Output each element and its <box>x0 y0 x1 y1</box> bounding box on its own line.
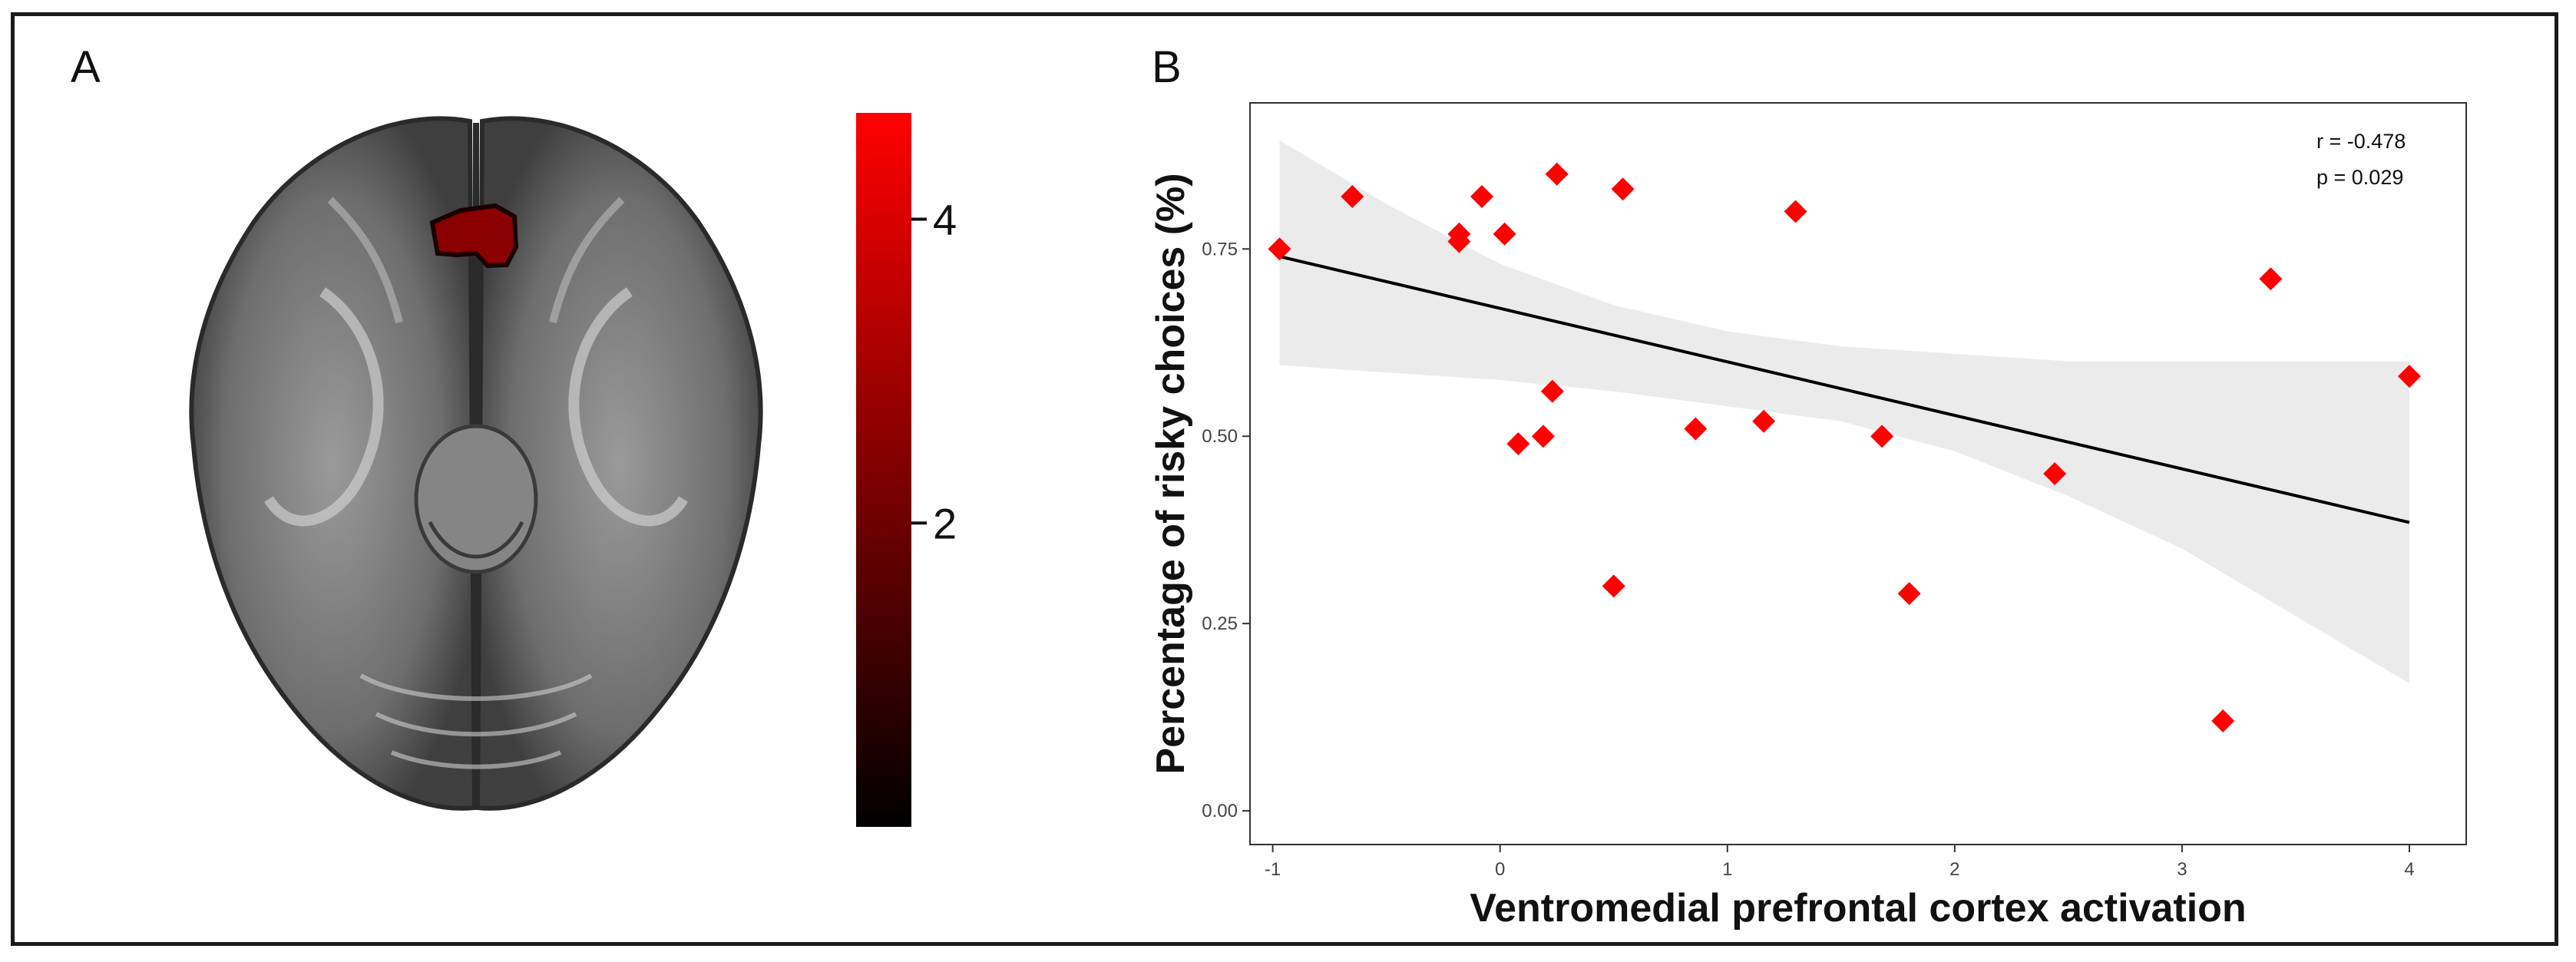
x-tick-label: 1 <box>1722 859 1732 880</box>
data-point <box>1531 425 1555 448</box>
y-axis-label: Percentage of risky choices (%) <box>1149 173 1193 774</box>
data-point <box>1752 409 1776 433</box>
y-tick-label: 0.00 <box>1202 801 1238 822</box>
data-point <box>1341 184 1364 208</box>
data-point <box>2259 267 2283 291</box>
data-point <box>1506 431 1530 455</box>
x-tick-label: -1 <box>1265 859 1281 880</box>
data-point <box>1268 237 1291 261</box>
data-point <box>1897 582 1921 606</box>
colorbar-ticks: 42 <box>911 196 957 547</box>
brain-slice-image <box>189 116 763 811</box>
data-point <box>2043 462 2067 485</box>
data-point <box>1611 177 1635 201</box>
annotation-p: p = 0.029 <box>2316 166 2403 189</box>
x-axis-ticks: -1 0 1 2 3 4 <box>1265 845 2415 880</box>
brain-panel: 42 <box>189 113 957 827</box>
colorbar <box>856 113 911 827</box>
y-tick-label: 0.25 <box>1202 613 1238 634</box>
confidence-band <box>1279 140 2409 684</box>
panel-b-label: B <box>1152 42 1182 92</box>
data-point <box>1447 230 1471 253</box>
data-point <box>1784 200 1807 223</box>
scatter-chart: -1 0 1 2 3 4 0.00 0.25 0.50 0.75 r = -0.478 p = … <box>1149 102 2467 931</box>
colorbar-tick-label: 4 <box>933 196 957 244</box>
colorbar-tick-label: 2 <box>933 499 957 547</box>
data-point <box>2397 365 2421 388</box>
y-tick-label: 0.75 <box>1202 239 1238 260</box>
data-point <box>1870 425 1894 448</box>
x-tick-label: 2 <box>1949 859 1959 880</box>
x-tick-label: 0 <box>1495 859 1505 880</box>
data-point <box>1540 379 1564 403</box>
data-point <box>1493 222 1516 246</box>
y-axis-ticks: 0.00 0.25 0.50 0.75 <box>1202 239 1250 822</box>
x-axis-label: Ventromedial prefrontal cortex activatio… <box>1470 886 2246 931</box>
activation-cluster <box>429 203 519 269</box>
figure-frame <box>11 12 2558 946</box>
y-tick-label: 0.50 <box>1202 426 1238 447</box>
data-point <box>1684 417 1708 441</box>
x-tick-label: 3 <box>2177 859 2187 880</box>
data-point <box>1470 184 1493 208</box>
annotation-r: r = -0.478 <box>2316 130 2406 153</box>
data-point <box>1602 574 1625 598</box>
regression-line <box>1279 255 2410 524</box>
data-points <box>1268 162 2421 732</box>
data-point <box>1545 162 1569 186</box>
panel-a-label: A <box>71 42 101 92</box>
x-tick-label: 4 <box>2404 859 2414 880</box>
data-point <box>2211 709 2235 732</box>
